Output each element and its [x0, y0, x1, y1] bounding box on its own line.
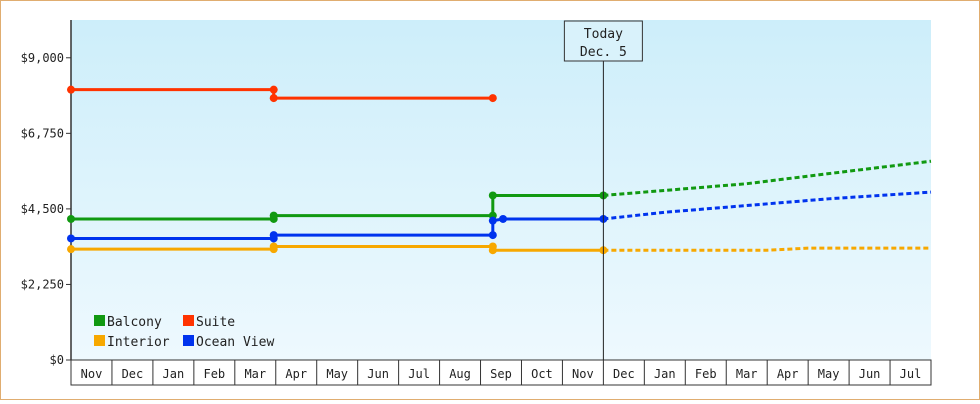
- x-tick-label: Jun: [367, 367, 389, 381]
- legend-label-suite: Suite: [196, 315, 235, 330]
- x-tick-label: Jan: [163, 367, 185, 381]
- data-point-balcony: [67, 214, 75, 223]
- x-tick-label: Dec: [613, 367, 635, 381]
- series-line-balcony: [71, 193, 604, 221]
- x-tick-label: May: [326, 367, 348, 381]
- x-tick-label: Sep: [490, 367, 512, 381]
- y-tick-label: $6,750: [21, 126, 64, 140]
- series-line-interior: [71, 244, 604, 252]
- data-point-suite: [67, 85, 75, 94]
- data-point-ocean-view: [488, 231, 497, 240]
- data-point-interior: [269, 242, 278, 251]
- data-point-ocean-view: [499, 214, 508, 223]
- x-tick-label: Jul: [900, 367, 922, 381]
- x-tick-label: Jan: [654, 367, 676, 381]
- forecast-line-ocean-view: [603, 190, 932, 221]
- x-tick-label: Mar: [244, 367, 266, 381]
- data-point-balcony: [269, 211, 278, 220]
- x-tick-label: Nov: [572, 367, 594, 381]
- data-point-suite: [488, 94, 497, 103]
- x-tick-label: Aug: [449, 367, 471, 381]
- forecast-line-interior: [603, 246, 931, 252]
- data-point-balcony: [488, 191, 497, 200]
- data-point-suite: [269, 85, 278, 94]
- legend-swatch-interior: [94, 335, 105, 346]
- legend-swatch-ocean-view: [183, 335, 194, 346]
- y-tick-label: $2,250: [21, 277, 64, 291]
- data-point-interior: [67, 245, 75, 254]
- legend-label-ocean-view: Ocean View: [196, 335, 274, 350]
- legend-swatch-balcony: [94, 315, 105, 326]
- x-tick-label: Apr: [777, 367, 799, 381]
- today-label-box: [563, 20, 643, 62]
- y-tick-label: $9,000: [21, 51, 64, 65]
- x-tick-label: Feb: [203, 367, 225, 381]
- today-label: Today: [584, 27, 623, 42]
- x-tick-label: May: [818, 367, 840, 381]
- x-tick-label: Jun: [859, 367, 881, 381]
- x-tick-label: Oct: [531, 367, 553, 381]
- plot-area: [71, 20, 931, 360]
- y-tick-label: $4,500: [21, 202, 64, 216]
- x-tick-label: Dec: [122, 367, 144, 381]
- x-tick-label: Feb: [695, 367, 717, 381]
- series-line-suite: [71, 88, 493, 100]
- data-point-interior: [488, 246, 497, 255]
- x-axis-band: [70, 359, 932, 386]
- legend-label-interior: Interior: [107, 335, 170, 350]
- data-point-suite: [269, 94, 278, 103]
- legend-label-balcony: Balcony: [107, 315, 162, 330]
- legend-swatch-suite: [183, 315, 194, 326]
- today-date: Dec. 5: [580, 45, 627, 60]
- x-tick-label: Jul: [408, 367, 430, 381]
- x-tick-label: Mar: [736, 367, 758, 381]
- data-point-ocean-view: [269, 231, 278, 240]
- y-tick-label: $0: [50, 353, 64, 367]
- forecast-line-balcony: [603, 159, 932, 197]
- x-tick-label: Nov: [81, 367, 103, 381]
- x-tick-label: Apr: [285, 367, 307, 381]
- data-point-ocean-view: [67, 234, 75, 243]
- data-point-ocean-view: [488, 216, 497, 225]
